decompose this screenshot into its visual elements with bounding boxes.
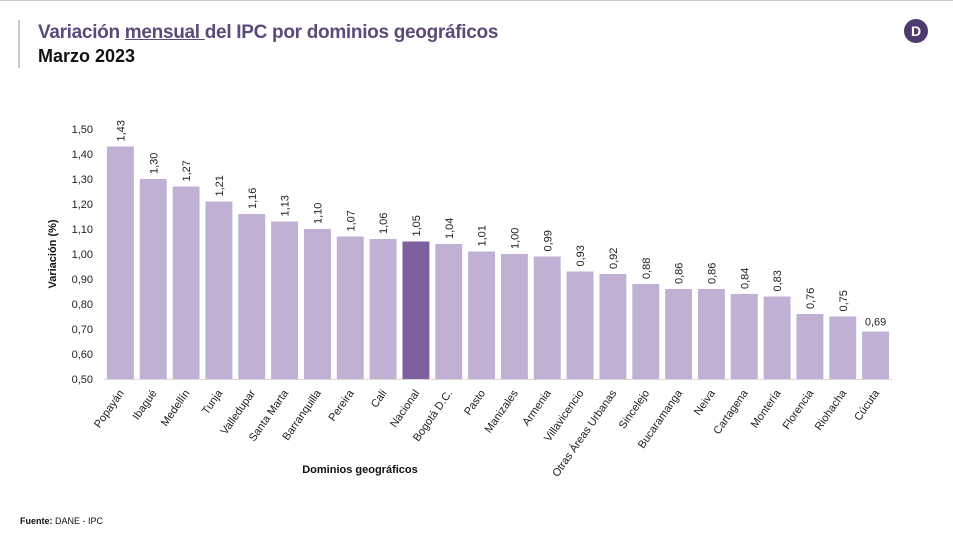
bar-Cartagena [730, 294, 758, 379]
bar-Cali [369, 239, 397, 379]
title-underlined: mensual [124, 22, 205, 43]
data-label: 1,16 [247, 188, 259, 209]
title-part: del IPC por dominios geográficos [204, 22, 499, 43]
y-tick-label: 1,10 [72, 224, 93, 236]
data-label: 0,83 [772, 270, 784, 291]
data-label: 1,43 [115, 120, 127, 141]
data-label: 0,84 [739, 268, 751, 289]
bar-Ibagué [139, 179, 167, 379]
data-label: 1,27 [181, 160, 193, 181]
x-tick-label: Neiva [692, 387, 718, 418]
source-label: Fuente: [20, 516, 53, 526]
bar-Santa Marta [271, 221, 299, 379]
x-tick-label: Sincelejo [617, 388, 652, 431]
data-label: 0,86 [706, 263, 718, 284]
title-part: Variación [38, 22, 125, 43]
y-tick-label: 0,80 [72, 299, 93, 311]
bar-Bogotá D.C. [435, 244, 463, 379]
bar-Medellín [172, 186, 200, 379]
x-tick-label: Medellín [159, 388, 193, 429]
x-tick-label: Armenia [520, 387, 554, 428]
data-label: 1,13 [280, 195, 292, 216]
data-label: 0,99 [542, 230, 554, 251]
bar-Tunja [205, 201, 233, 379]
data-label: 0,92 [608, 248, 620, 269]
bar-Florencia [796, 314, 824, 379]
y-tick-label: 1,00 [72, 249, 93, 261]
x-tick-label: Otras Áreas Urbanas [549, 387, 619, 479]
x-tick-label: Florencia [781, 387, 817, 432]
x-tick-label: Pasto [462, 388, 488, 418]
x-axis-title: Dominios geográficos [302, 464, 418, 476]
x-tick-label: Montería [749, 387, 784, 430]
data-label: 0,69 [865, 317, 886, 329]
y-tick-label: 1,30 [72, 174, 93, 186]
x-tick-label: Pereira [327, 387, 358, 424]
x-tick-label: Cúcuta [852, 387, 882, 423]
data-label: 1,05 [411, 215, 423, 236]
bar-Nacional [402, 241, 430, 379]
data-label: 0,88 [641, 258, 653, 279]
data-label: 0,75 [838, 290, 850, 311]
bar-Pasto [468, 251, 496, 379]
y-tick-label: 1,40 [72, 149, 93, 161]
y-tick-label: 0,50 [72, 374, 93, 386]
chart-subtitle: Marzo 2023 [38, 46, 136, 66]
data-label: 1,30 [148, 153, 160, 174]
y-tick-label: 0,60 [72, 349, 93, 361]
data-label: 1,10 [312, 203, 324, 224]
x-tick-label: Riohacha [813, 387, 850, 433]
bar-Neiva [697, 289, 725, 379]
data-label: 0,86 [674, 263, 686, 284]
x-tick-label: Tunja [200, 387, 226, 417]
source-note: Fuente: DANE - IPC [20, 516, 103, 526]
data-label: 0,93 [575, 245, 587, 266]
x-tick-label: Nacional [388, 388, 422, 430]
y-tick-label: 1,20 [72, 199, 93, 211]
y-tick-label: 0,70 [72, 324, 93, 336]
data-label: 1,07 [345, 210, 357, 231]
bar-Bucaramanga [665, 289, 693, 379]
data-label: 1,06 [378, 213, 390, 234]
data-label: 1,01 [477, 225, 489, 246]
x-tick-label: Manizales [483, 387, 522, 435]
dane-logo-icon: D [904, 19, 928, 43]
bar-Otras Áreas Urbanas [599, 274, 627, 379]
bar-Armenia [533, 256, 561, 379]
bar-Sincelejo [632, 284, 660, 379]
chart-title: Variación mensual del IPC por dominios g… [38, 22, 498, 44]
data-label: 1,04 [444, 218, 456, 239]
title-accent-bar [18, 20, 20, 68]
data-label: 1,00 [509, 228, 521, 249]
bar-Cúcuta [862, 331, 890, 379]
bar-Valledupar [238, 214, 266, 379]
bar-Popayán [106, 146, 134, 379]
x-tick-label: Cali [369, 388, 390, 410]
x-tick-label: Popayán [92, 388, 127, 430]
y-tick-label: 1,50 [72, 124, 93, 136]
bar-Riohacha [829, 316, 857, 379]
y-tick-label: 0,90 [72, 274, 93, 286]
top-divider [0, 0, 953, 1]
data-label: 1,21 [214, 175, 226, 196]
bar-Manizales [500, 254, 528, 379]
bar-Pereira [336, 236, 364, 379]
bar-Barranquilla [303, 229, 331, 379]
source-text: DANE - IPC [52, 516, 104, 526]
bar-Villavicencio [566, 271, 594, 379]
bar-Montería [763, 296, 791, 379]
y-axis-title: Variación (%) [47, 219, 59, 288]
x-tick-label: Ibagué [131, 388, 160, 422]
data-label: 0,76 [805, 288, 817, 309]
